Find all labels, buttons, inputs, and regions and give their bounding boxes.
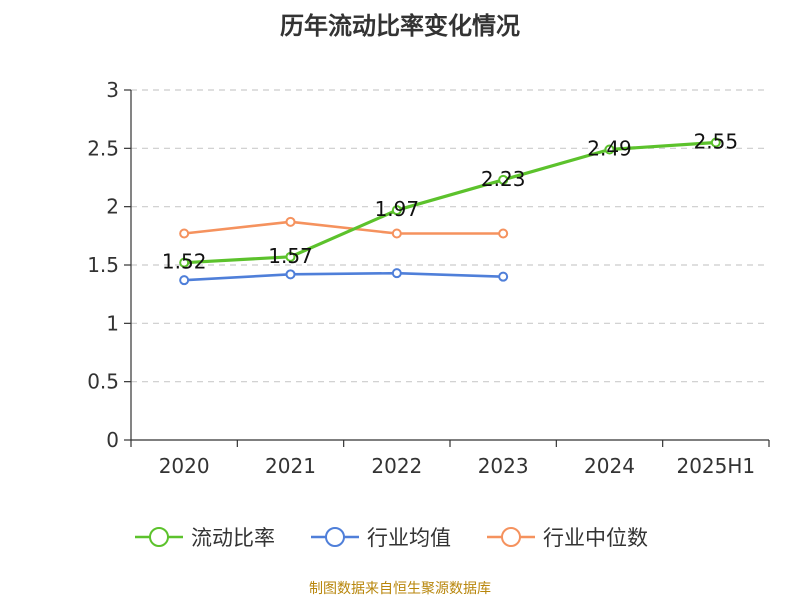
legend-label: 行业中位数: [543, 526, 648, 550]
grid-lines: [131, 89, 769, 383]
data-label: 1.97: [375, 197, 420, 221]
y-tick-label: 0.5: [87, 370, 119, 394]
x-tick-label: 2024: [584, 454, 635, 478]
y-tick-label: 1: [106, 311, 119, 335]
data-label: 2.49: [587, 137, 632, 161]
data-point[interactable]: [285, 269, 296, 280]
x-tick-label: 2023: [478, 454, 529, 478]
y-tick-label: 3: [106, 78, 119, 102]
data-point[interactable]: [179, 228, 190, 239]
data-point[interactable]: [391, 205, 402, 216]
chart-title: 历年流动比率变化情况: [280, 12, 520, 40]
data-point[interactable]: [179, 275, 190, 286]
legend-label: 行业均值: [367, 526, 451, 550]
legend-item[interactable]: 行业中位数: [487, 526, 648, 550]
data-label: 1.57: [268, 244, 313, 268]
data-point[interactable]: [604, 144, 615, 155]
x-tick-label: 2020: [159, 454, 210, 478]
data-point[interactable]: [710, 137, 721, 148]
legend-item[interactable]: 行业均值: [311, 526, 451, 550]
data-point[interactable]: [285, 251, 296, 262]
data-point[interactable]: [498, 228, 509, 239]
series-line: [184, 220, 504, 235]
y-tick-label: 2: [106, 195, 119, 219]
data-point[interactable]: [498, 271, 509, 282]
data-point[interactable]: [498, 174, 509, 185]
data-label: 2.23: [481, 167, 526, 191]
data-point[interactable]: [391, 228, 402, 239]
legend-label: 流动比率: [191, 526, 275, 550]
data-label: 1.52: [162, 250, 207, 274]
legend-marker: [325, 527, 345, 547]
data-point[interactable]: [285, 216, 296, 227]
legend-marker: [501, 527, 521, 547]
x-tick-label: 2025H1: [676, 454, 755, 478]
x-tick-label: 2021: [265, 454, 316, 478]
legend[interactable]: 流动比率 行业均值 行业中位数: [135, 526, 648, 550]
y-tick-label: 0: [106, 428, 119, 452]
series-line: [184, 140, 716, 265]
y-tick-label: 1.5: [87, 253, 119, 277]
x-tick-label: 2022: [371, 454, 422, 478]
y-tick-label: 2.5: [87, 136, 119, 160]
series-line: [184, 271, 504, 282]
source-note: 制图数据来自恒生聚源数据库: [309, 581, 491, 597]
data-label: 2.55: [694, 130, 739, 154]
series-lines: [179, 137, 721, 286]
data-labels: 1.52 1.57 1.97 2.23 2.49 2.55: [162, 130, 738, 274]
legend-marker: [149, 527, 169, 547]
data-point[interactable]: [391, 268, 402, 279]
data-point[interactable]: [179, 257, 190, 268]
legend-item[interactable]: 流动比率: [135, 526, 275, 550]
